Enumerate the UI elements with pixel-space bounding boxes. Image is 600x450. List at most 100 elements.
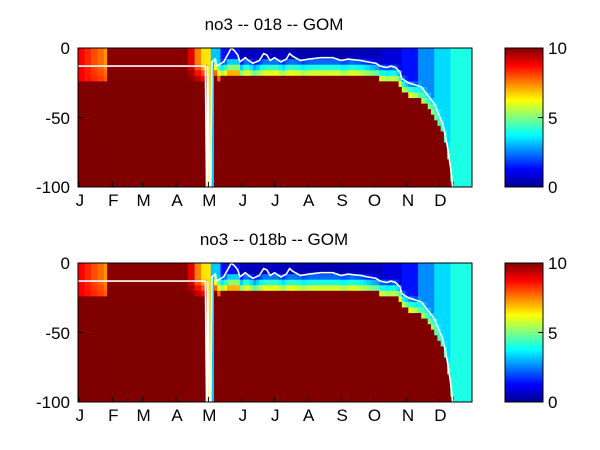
heatmap-cell <box>126 301 131 309</box>
heatmap-cell <box>197 175 202 183</box>
heatmap-cell <box>337 335 341 342</box>
heatmap-cell <box>87 296 92 303</box>
heatmap-cell <box>142 159 147 166</box>
heatmap-cell <box>327 279 332 286</box>
heatmap-cell <box>191 368 196 375</box>
heatmap-cell <box>463 131 468 138</box>
heatmap-cell <box>236 86 241 94</box>
heatmap-cell <box>330 396 335 402</box>
heatmap-cell <box>437 131 442 138</box>
heatmap-cell <box>220 120 225 127</box>
heatmap-cell <box>388 181 393 187</box>
heatmap-cell <box>421 148 426 155</box>
heatmap-cell <box>395 86 400 94</box>
heatmap-cell <box>178 318 183 325</box>
heatmap-cell <box>259 142 264 149</box>
heatmap-cell <box>333 120 338 127</box>
heatmap-cell <box>392 131 396 138</box>
heatmap-cell <box>165 159 170 166</box>
heatmap-cell <box>133 390 137 398</box>
heatmap-cell <box>405 175 409 183</box>
heatmap-cell <box>385 53 390 60</box>
heatmap-cell <box>278 48 283 55</box>
heatmap-cell <box>175 70 179 77</box>
heatmap-cell <box>249 346 254 353</box>
heatmap-cell <box>188 346 192 353</box>
heatmap-cell <box>184 86 189 94</box>
heatmap-cell <box>466 81 471 88</box>
heatmap-cell <box>405 159 409 166</box>
heatmap-cell <box>107 318 111 325</box>
heatmap-cell <box>162 170 167 177</box>
heatmap-cell <box>379 142 384 149</box>
heatmap-cell <box>126 59 131 66</box>
heatmap-cell <box>294 351 299 359</box>
heatmap-cell <box>81 263 86 270</box>
heatmap-cell <box>133 109 137 116</box>
heatmap-cell <box>214 313 218 320</box>
heatmap-cell <box>116 70 121 77</box>
heatmap-cell <box>149 64 154 71</box>
heatmap-cell <box>243 296 247 303</box>
heatmap-cell <box>375 114 380 121</box>
heatmap-cell <box>430 81 435 88</box>
heatmap-cell <box>408 159 413 166</box>
heatmap-cell <box>301 59 306 66</box>
heatmap-cell <box>239 136 244 144</box>
heatmap-cell <box>126 75 131 82</box>
heatmap-cell <box>197 346 202 353</box>
heatmap-cell <box>152 351 157 359</box>
heatmap-cell <box>178 114 183 121</box>
heatmap-cell <box>171 164 176 171</box>
heatmap-cell <box>175 268 179 275</box>
heatmap-cell <box>256 396 260 402</box>
heatmap-cell <box>120 301 124 309</box>
heatmap-cell <box>120 131 124 138</box>
heatmap-cell <box>463 109 468 116</box>
heatmap-cell <box>97 131 102 138</box>
heatmap-cell <box>353 125 358 132</box>
heatmap-cell <box>408 59 413 66</box>
heatmap-cell <box>149 148 154 155</box>
heatmap-cell <box>236 290 241 297</box>
heatmap-cell <box>116 263 121 270</box>
heatmap-cell <box>139 357 144 364</box>
heatmap-cell <box>437 170 442 177</box>
heatmap-cell <box>350 103 354 110</box>
heatmap-cell <box>197 170 202 177</box>
heatmap-cell <box>311 103 315 110</box>
heatmap-cell <box>272 290 277 297</box>
heatmap-cell <box>136 114 141 121</box>
heatmap-cell <box>165 346 170 353</box>
heatmap-cell <box>275 329 280 336</box>
heatmap-cell <box>197 59 202 66</box>
heatmap-cell <box>385 48 390 55</box>
heatmap-cell <box>324 274 328 281</box>
heatmap-cell <box>175 136 179 144</box>
heatmap-cell <box>168 379 173 386</box>
heatmap-cell <box>84 86 89 94</box>
heatmap-cell <box>246 131 251 138</box>
heatmap-cell <box>382 159 387 166</box>
heatmap-cell <box>291 368 296 375</box>
heatmap-cell <box>427 136 432 144</box>
heatmap-cell <box>269 181 273 187</box>
heatmap-cell <box>120 92 124 99</box>
heatmap-cell <box>155 109 160 116</box>
heatmap-cell <box>194 53 199 60</box>
heatmap-cell <box>362 131 367 138</box>
heatmap-cell <box>123 279 128 286</box>
heatmap-cell <box>456 86 461 94</box>
heatmap-cell <box>333 181 338 187</box>
heatmap-cell <box>188 290 192 297</box>
heatmap-cell <box>126 335 131 342</box>
heatmap-cell <box>113 346 118 353</box>
heatmap-cell <box>314 103 319 110</box>
heatmap-cell <box>259 153 264 160</box>
heatmap-cell <box>120 181 124 187</box>
heatmap-cell <box>427 70 432 77</box>
heatmap-cell <box>110 346 115 353</box>
heatmap-cell <box>188 114 192 121</box>
heatmap-cell <box>158 120 163 127</box>
heatmap-cell <box>139 396 144 402</box>
